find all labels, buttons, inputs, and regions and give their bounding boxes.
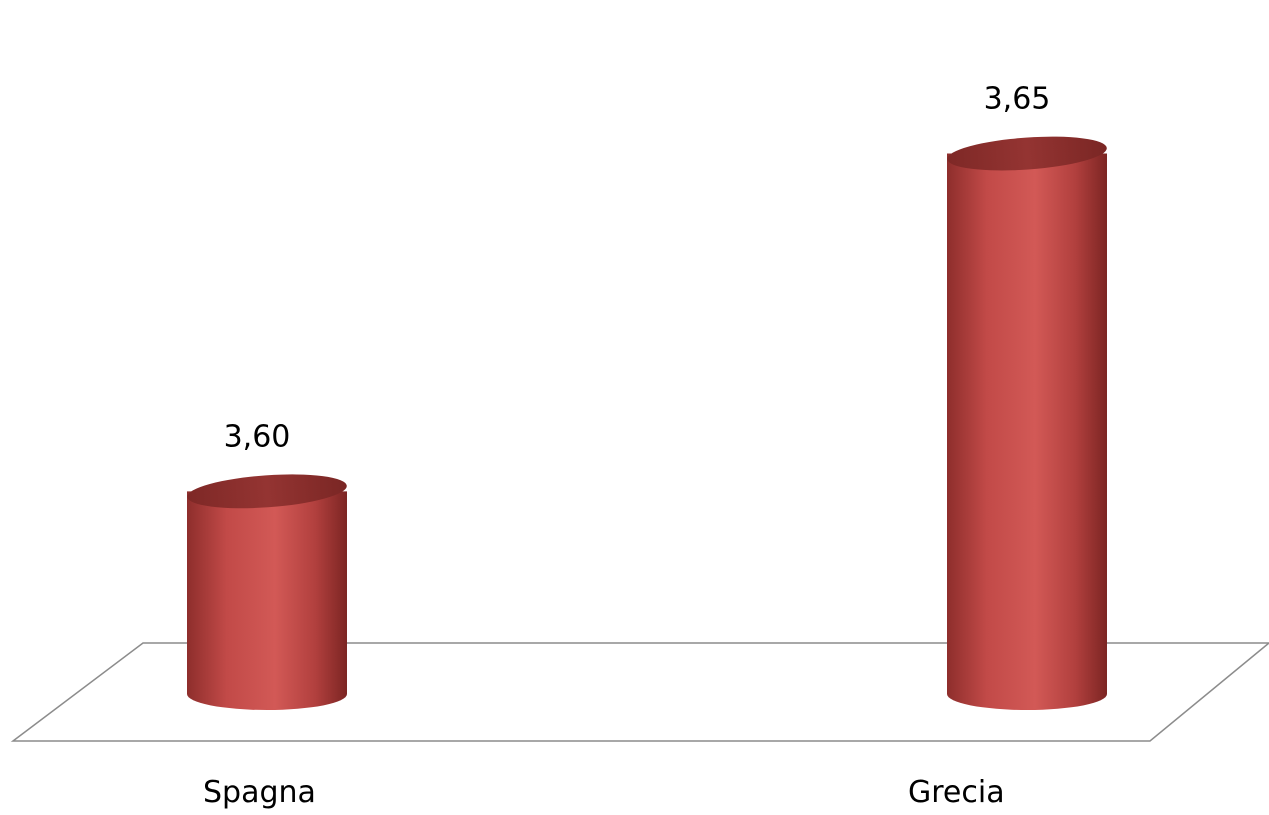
value-label-spagna: 3,60 [224,419,291,454]
category-labels-layer: Spagna Grecia [203,775,1005,810]
bar-top-spagna [187,474,347,509]
value-label-grecia: 3,65 [984,82,1051,117]
bars-layer [187,136,1107,711]
bar-spagna [187,474,347,710]
category-label-spagna: Spagna [203,775,316,810]
bar-grecia [947,136,1107,711]
bar-body-grecia [947,153,1107,711]
bar-body-spagna [187,491,347,710]
value-labels-layer: 3,60 3,65 [224,82,1051,455]
category-label-grecia: Grecia [908,775,1005,810]
bar-top-grecia [947,136,1107,171]
